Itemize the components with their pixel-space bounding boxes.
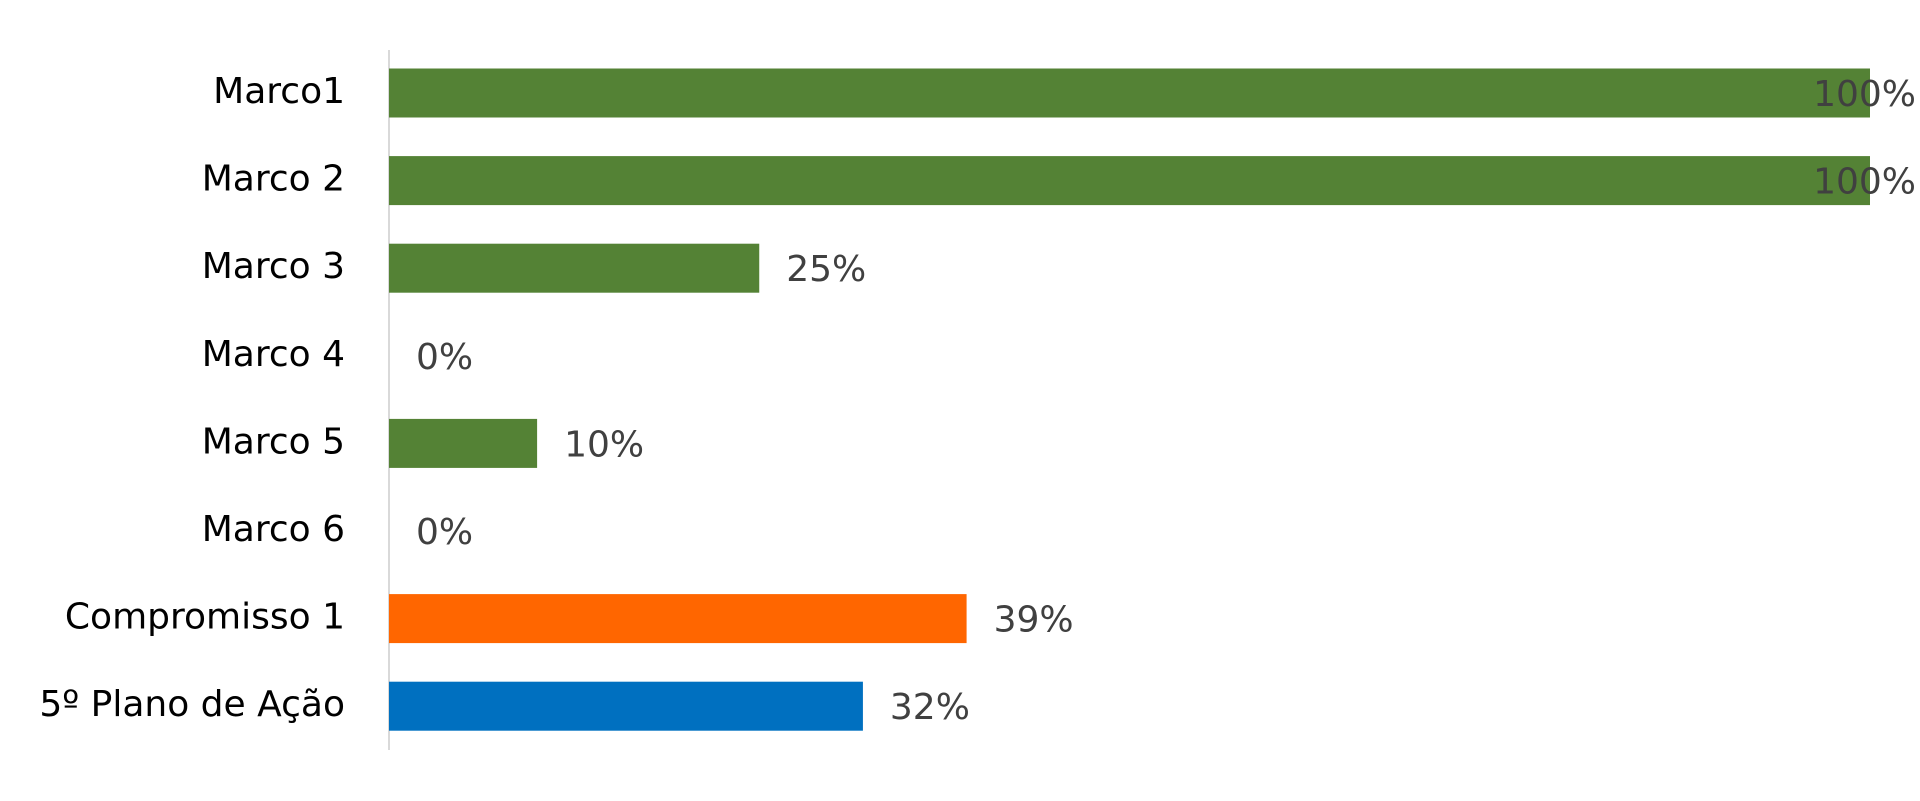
data-label: 25% bbox=[786, 249, 866, 290]
bar bbox=[389, 68, 1870, 118]
category-label: Marco1 bbox=[213, 71, 345, 112]
category-label: Marco 3 bbox=[202, 246, 345, 287]
category-label: Marco 4 bbox=[202, 334, 345, 375]
bar bbox=[389, 156, 1870, 206]
bar bbox=[389, 594, 967, 644]
data-label: 0% bbox=[416, 337, 473, 378]
bar bbox=[389, 418, 538, 468]
data-label: 10% bbox=[564, 424, 644, 465]
data-label: 100% bbox=[1813, 162, 1916, 203]
data-label: 39% bbox=[994, 600, 1074, 641]
category-label: Marco 5 bbox=[202, 421, 345, 462]
category-label: Marco 2 bbox=[202, 159, 345, 200]
category-label: Compromisso 1 bbox=[65, 597, 345, 638]
category-label: 5º Plano de Ação bbox=[39, 684, 345, 725]
data-label: 100% bbox=[1813, 74, 1916, 115]
data-label: 32% bbox=[890, 687, 970, 728]
category-label: Marco 6 bbox=[202, 509, 345, 550]
data-label: 0% bbox=[416, 512, 473, 553]
bar bbox=[389, 681, 863, 731]
bar bbox=[389, 243, 760, 293]
